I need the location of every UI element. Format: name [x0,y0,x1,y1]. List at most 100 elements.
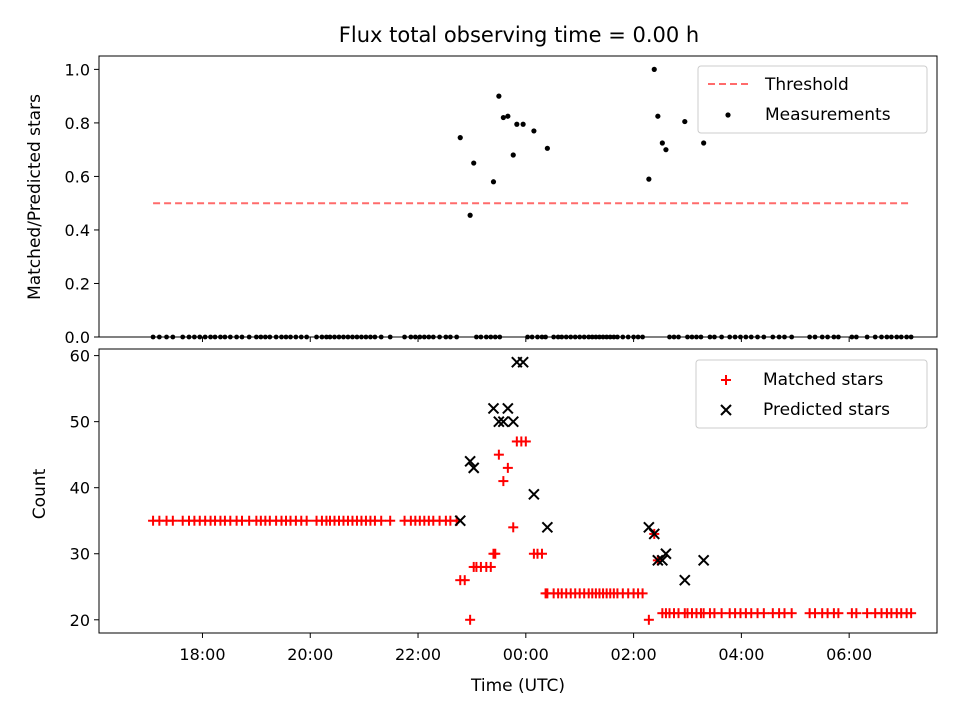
zero-measurement-point [738,334,743,340]
predicted-x-b [541,521,554,534]
bottom-plot-frame [98,348,938,634]
y-tick-label: 0.8 [65,114,90,133]
zero-measurement-point [314,334,319,340]
matched-star-marker [502,462,513,473]
zero-measurement-point [150,334,156,340]
bottom-y-axis-label: Count [30,468,50,519]
zero-measurement-point [234,334,240,340]
zero-measurement-point [258,334,264,340]
zero-measurement-point [819,334,825,340]
predicted-star-marker [648,528,660,540]
zero-measurement-point [293,334,299,340]
zero-measurement-point [156,334,162,340]
zero-measurement-point [825,334,831,340]
zero-measurement-point [288,334,293,340]
zero-measurement-point [698,334,704,340]
zero-measurement-point [378,334,384,340]
zero-measurement-point [273,334,279,340]
zero-measurement-point [898,334,904,340]
zero-measurement-point [525,334,531,340]
x-tick-label: 00:00 [503,645,549,664]
predicted-star-marker [679,574,691,586]
zero-measurement-point [319,334,325,340]
zero-measurement-point [421,334,427,340]
legend-measurement-swatch [725,112,731,118]
legend-threshold-label: Threshold [764,75,849,95]
matched-star-marker [167,515,178,526]
matched-star-marker [376,515,387,526]
predicted-star-marker [517,356,529,368]
zero-measurement-point [212,334,218,340]
bottom-panel: 20 30 40 50 60 18:00 20:00 22:00 00:00 02:00 04:00… [70,347,938,664]
zero-measurement-point [336,334,342,340]
matched-star-marker [758,608,769,619]
top-legend: Threshold Measurements [697,65,928,134]
zero-measurement-point [239,334,245,340]
predicted-x-b [507,415,519,428]
zero-measurement-point [497,334,503,340]
chart-title: Flux total observing time = 0.00 h [339,23,699,47]
zero-measurement-point [607,334,613,340]
measurement-point [500,114,506,121]
zero-measurement-point [789,334,795,340]
zero-measurement-point [732,334,738,340]
y-tick-label: 0.6 [65,167,90,186]
matched-star-marker [459,575,470,586]
zero-measurement-point [879,334,884,340]
zero-measurement-point [543,334,548,340]
zero-measurement-point [671,334,677,340]
zero-measurement-point [437,334,442,340]
zero-measurement-point [727,334,733,340]
zero-measurement-point [761,334,767,340]
predicted-x-b [468,462,480,474]
legend-box [695,359,928,429]
zero-measurement-point [719,334,725,340]
y-tick-label: 60 [70,347,90,366]
y-tick-label: 0.0 [65,328,90,347]
zero-measurement-point [776,334,782,340]
zero-measurement-point [884,334,890,340]
predicted-x-b [648,528,660,540]
zero-measurement-point [402,334,407,340]
matched-star-marker [465,614,476,625]
zero-measurement-point [447,334,453,340]
matched-star-marker [498,476,509,487]
zero-measurement-point [426,334,432,340]
zero-measurement-point [430,334,436,340]
measurement-point [682,118,688,125]
predicted-star-marker [652,554,664,567]
predicted-star-marker [541,521,554,534]
legend-predicted-swatch-b [720,404,732,416]
x-tick-label: 22:00 [395,645,441,664]
measurement-point [544,145,550,151]
measurement-point [467,212,473,218]
zero-measurement-point [604,334,610,340]
zero-measurement-point [689,334,695,340]
zero-measurement-point [454,334,460,340]
zero-measurement-point [812,334,818,340]
predicted-star-marker [660,548,672,560]
predicted-star-marker [697,554,710,567]
legend-matched-label: Matched stars [763,370,883,390]
zero-measurement-point [535,334,540,340]
zero-measurement-point [267,334,273,340]
zero-measurement-point [227,334,233,340]
matched-star-marker [520,436,531,447]
zero-measurement-point [222,334,228,340]
zero-measurement-point [667,334,672,340]
zero-measurement-point [853,334,859,340]
zero-measurement-point [529,334,535,340]
y-tick-label: 0.2 [65,274,90,293]
zero-measurement-point [350,334,355,340]
top-panel: 0.0 0.2 0.4 0.6 0.8 1.0 Threshold Measurements [65,55,938,347]
zero-measurement-point [625,334,631,340]
predicted-star-marker [528,488,540,501]
zero-measurement-point [712,334,717,340]
zero-measurement-point [298,334,304,340]
zero-measurement-point [412,334,418,340]
predicted-x-b [487,402,500,415]
predicted-x-b [517,356,529,368]
top-y-axis-label: Matched/Predicted stars [25,94,45,300]
zero-measurement-point [180,334,186,340]
